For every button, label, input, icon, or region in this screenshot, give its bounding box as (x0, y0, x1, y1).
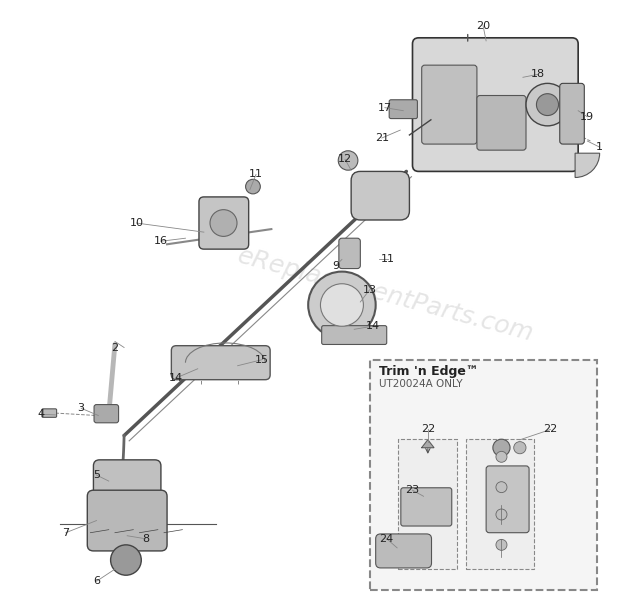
Circle shape (496, 482, 507, 493)
FancyBboxPatch shape (401, 488, 452, 526)
Text: 22: 22 (421, 425, 435, 434)
FancyBboxPatch shape (370, 360, 596, 590)
FancyBboxPatch shape (339, 239, 360, 268)
Circle shape (514, 442, 526, 454)
Circle shape (496, 509, 507, 520)
Text: 14: 14 (169, 373, 184, 383)
Text: 11: 11 (381, 254, 395, 265)
Text: Trim 'n Edge™: Trim 'n Edge™ (379, 365, 478, 378)
Text: 18: 18 (531, 70, 546, 79)
FancyBboxPatch shape (199, 197, 249, 249)
Text: 10: 10 (130, 218, 143, 228)
Circle shape (246, 179, 260, 194)
Text: 3: 3 (78, 403, 85, 413)
Circle shape (496, 451, 507, 462)
Text: 6: 6 (93, 576, 100, 586)
Text: 22: 22 (543, 425, 557, 434)
FancyBboxPatch shape (87, 490, 167, 551)
Text: 20: 20 (476, 21, 490, 30)
Text: 2: 2 (112, 342, 118, 353)
Text: 14: 14 (366, 321, 379, 331)
FancyBboxPatch shape (560, 84, 584, 144)
FancyBboxPatch shape (412, 38, 578, 171)
Text: 7: 7 (62, 528, 69, 537)
Wedge shape (575, 153, 600, 178)
Text: 9: 9 (332, 260, 339, 270)
Text: 1: 1 (596, 142, 603, 152)
Circle shape (110, 545, 141, 575)
Text: 21: 21 (374, 133, 389, 143)
Text: 11: 11 (249, 170, 263, 179)
Text: 24: 24 (379, 534, 394, 544)
Polygon shape (422, 440, 434, 448)
FancyBboxPatch shape (477, 96, 526, 150)
FancyBboxPatch shape (486, 466, 529, 533)
Text: 13: 13 (363, 285, 376, 295)
FancyBboxPatch shape (171, 346, 270, 379)
Circle shape (308, 271, 376, 339)
FancyBboxPatch shape (94, 404, 118, 423)
FancyBboxPatch shape (322, 326, 387, 345)
Circle shape (536, 94, 559, 115)
Text: 19: 19 (580, 112, 595, 122)
FancyBboxPatch shape (94, 460, 161, 497)
Text: 23: 23 (405, 485, 420, 495)
Circle shape (321, 284, 363, 326)
Text: 15: 15 (255, 354, 269, 365)
FancyBboxPatch shape (376, 534, 432, 568)
Text: 8: 8 (142, 534, 149, 544)
FancyBboxPatch shape (399, 439, 457, 569)
Text: 16: 16 (154, 236, 168, 246)
Text: 5: 5 (93, 470, 100, 480)
Text: UT20024A ONLY: UT20024A ONLY (379, 379, 463, 389)
FancyBboxPatch shape (42, 409, 56, 417)
Circle shape (526, 84, 569, 126)
Text: 17: 17 (378, 102, 392, 113)
FancyBboxPatch shape (389, 100, 417, 118)
Circle shape (493, 439, 510, 456)
FancyBboxPatch shape (466, 439, 534, 569)
Text: 4: 4 (38, 409, 45, 419)
Circle shape (496, 539, 507, 550)
Text: 12: 12 (338, 154, 352, 164)
Circle shape (210, 210, 237, 237)
Circle shape (339, 151, 358, 170)
FancyBboxPatch shape (422, 65, 477, 144)
Text: eReplacementParts.com: eReplacementParts.com (234, 244, 536, 346)
FancyBboxPatch shape (351, 171, 409, 220)
